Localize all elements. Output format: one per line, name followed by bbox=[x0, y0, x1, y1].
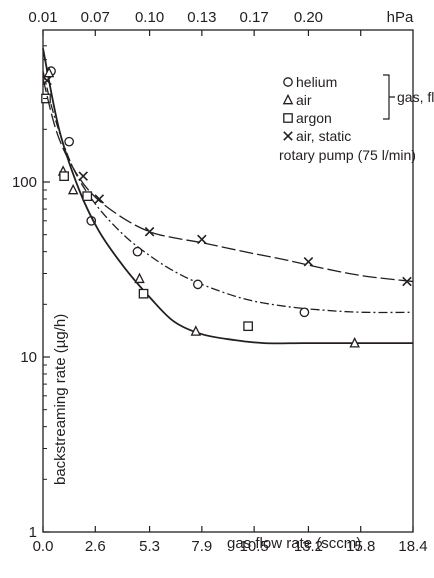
fit-curve-air-static bbox=[42, 78, 414, 283]
data-point-air-static bbox=[303, 257, 314, 267]
legend-item-air-static: air, static bbox=[296, 128, 351, 144]
data-point-helium bbox=[132, 246, 143, 257]
series-air bbox=[42, 48, 413, 348]
legend-markers bbox=[282, 77, 294, 141]
data-point-helium bbox=[299, 307, 310, 318]
x-tick-label: 7.9 bbox=[191, 538, 212, 555]
legend-group-label: gas, flowing bbox=[397, 89, 434, 105]
data-point-air bbox=[43, 66, 55, 78]
legend-item-air: air bbox=[296, 92, 312, 108]
data-point-air-static bbox=[197, 234, 207, 245]
data-point-air bbox=[67, 183, 79, 195]
x-top-tick-label: 0.17 bbox=[240, 9, 269, 26]
x-tick-label: 15.8 bbox=[346, 538, 375, 555]
legend-item-argon: argon bbox=[296, 110, 332, 126]
data-point-argon bbox=[82, 191, 93, 202]
x-axis-title: gas flow rate (sccm) bbox=[227, 535, 361, 552]
y-axis-title: backstreaming rate (µg/h) bbox=[52, 314, 69, 485]
x-tick-label: 0.0 bbox=[33, 538, 54, 555]
legend-marker-air bbox=[282, 93, 294, 105]
x-top-tick-label: 0.13 bbox=[187, 9, 216, 26]
legend: helium air argon air, static gas, flowin… bbox=[279, 74, 434, 163]
legend-note: rotary pump (75 l/min) bbox=[279, 147, 416, 163]
x-top-tick-label: 0.01 bbox=[28, 9, 57, 26]
legend-marker-helium bbox=[283, 77, 293, 87]
series-air-static bbox=[42, 75, 414, 287]
data-point-air bbox=[349, 336, 360, 348]
series-argon bbox=[41, 93, 253, 332]
top-axis-unit: hPa bbox=[387, 9, 414, 26]
fit-curve-air bbox=[42, 48, 413, 345]
x-tick-label: 2.6 bbox=[85, 538, 106, 555]
data-point-argon bbox=[59, 171, 69, 182]
ticks-layer: 0.0 2.6 5.3 7.9 10.5 13.2 15.8 18.4 0.01 0.07 0.10… bbox=[12, 9, 428, 555]
data-point-air bbox=[190, 325, 202, 336]
x-tick-label: 5.3 bbox=[139, 538, 160, 555]
x-tick-label: 13.2 bbox=[294, 538, 323, 555]
data-point-argon bbox=[243, 321, 253, 332]
x-tick-label: 10.5 bbox=[240, 538, 269, 555]
data-point-argon bbox=[138, 288, 149, 299]
y-tick-label: 10 bbox=[20, 349, 37, 366]
data-point-helium bbox=[64, 136, 74, 147]
y-tick-label: 1 bbox=[29, 524, 37, 541]
data-point-air-static bbox=[144, 226, 155, 237]
legend-marker-argon bbox=[283, 113, 293, 123]
plot-frame bbox=[42, 29, 414, 533]
legend-group-bracket bbox=[383, 74, 395, 120]
legend-item-helium: helium bbox=[296, 74, 337, 90]
data-point-air-static bbox=[94, 194, 105, 204]
plot-border bbox=[42, 29, 414, 533]
x-top-tick-label: 0.10 bbox=[135, 9, 164, 26]
data-point-air bbox=[134, 272, 145, 284]
legend-marker-air-static bbox=[283, 131, 293, 141]
series-helium bbox=[42, 66, 414, 318]
x-tick-label: 18.4 bbox=[398, 538, 427, 555]
data-point-helium bbox=[192, 279, 203, 290]
series-layer bbox=[41, 48, 414, 348]
y-tick-label: 100 bbox=[12, 174, 37, 191]
x-top-tick-label: 0.20 bbox=[294, 9, 323, 26]
fit-curve-helium bbox=[42, 70, 414, 314]
data-point-air-static bbox=[78, 171, 88, 181]
data-point-air-static bbox=[402, 276, 412, 287]
x-top-tick-label: 0.07 bbox=[81, 9, 110, 26]
data-point-air-static bbox=[42, 75, 52, 86]
